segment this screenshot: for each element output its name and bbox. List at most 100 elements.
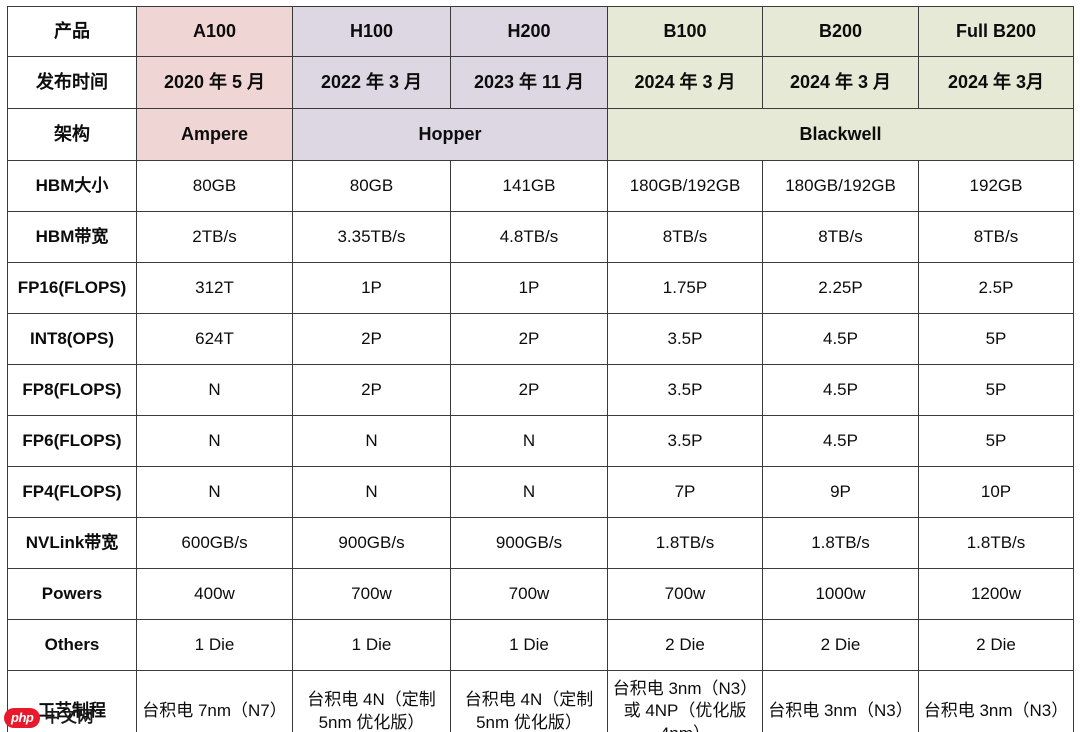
cell-process-h100: 台积电 4N（定制 5nm 优化版） [292,670,451,732]
cell-powers-h100: 700w [292,568,451,620]
cell-fp6-a100: N [136,415,293,467]
cell-fp6-h100: N [292,415,451,467]
cell-fp8-h100: 2P [292,364,451,416]
cell-product-b200: B200 [762,6,919,57]
cell-fp4-a100: N [136,466,293,518]
cell-fp16-full-b200: 2.5P [918,262,1074,314]
table-row-release-date: 发布时间 2020 年 5 月 2022 年 3 月 2023 年 11 月 2… [7,56,1074,109]
cell-nvlink-full-b200: 1.8TB/s [918,517,1074,569]
row-label-int8: INT8(OPS) [7,313,137,365]
cell-release-h100: 2022 年 3 月 [292,56,451,109]
cell-process-b100: 台积电 3nm（N3）或 4NP（优化版 4nm） [607,670,763,732]
cell-fp4-b200: 9P [762,466,919,518]
cell-fp16-h100: 1P [292,262,451,314]
cell-powers-h200: 700w [450,568,608,620]
cell-hbm-size-b100: 180GB/192GB [607,160,763,212]
cell-product-h200: H200 [450,6,608,57]
cell-others-a100: 1 Die [136,619,293,671]
cell-powers-b100: 700w [607,568,763,620]
table-row-process-node: 工艺制程 台积电 7nm（N7） 台积电 4N（定制 5nm 优化版） 台积电 … [7,670,1074,732]
cell-others-h100: 1 Die [292,619,451,671]
row-label-fp6: FP6(FLOPS) [7,415,137,467]
row-label-hbm-size: HBM大小 [7,160,137,212]
cell-arch-blackwell: Blackwell [607,108,1074,161]
cell-fp8-b100: 3.5P [607,364,763,416]
cell-int8-full-b200: 5P [918,313,1074,365]
cell-int8-b200: 4.5P [762,313,919,365]
row-label-others: Others [7,619,137,671]
cell-hbm-size-h100: 80GB [292,160,451,212]
table-row-fp8: FP8(FLOPS) N 2P 2P 3.5P 4.5P 5P [7,364,1074,416]
cell-nvlink-h200: 900GB/s [450,517,608,569]
cell-product-b100: B100 [607,6,763,57]
cell-powers-b200: 1000w [762,568,919,620]
cell-nvlink-b200: 1.8TB/s [762,517,919,569]
cell-hbm-bw-h100: 3.35TB/s [292,211,451,263]
row-label-product: 产品 [7,6,137,57]
cell-int8-h200: 2P [450,313,608,365]
table-row-fp16: FP16(FLOPS) 312T 1P 1P 1.75P 2.25P 2.5P [7,262,1074,314]
cell-fp16-b100: 1.75P [607,262,763,314]
table-row-fp6: FP6(FLOPS) N N N 3.5P 4.5P 5P [7,415,1074,467]
table-row-int8: INT8(OPS) 624T 2P 2P 3.5P 4.5P 5P [7,313,1074,365]
cell-release-h200: 2023 年 11 月 [450,56,608,109]
table-row-fp4: FP4(FLOPS) N N N 7P 9P 10P [7,466,1074,518]
cell-fp16-h200: 1P [450,262,608,314]
cell-hbm-size-full-b200: 192GB [918,160,1074,212]
cell-product-full-b200: Full B200 [918,6,1074,57]
cell-product-h100: H100 [292,6,451,57]
cell-fp4-b100: 7P [607,466,763,518]
cell-hbm-size-b200: 180GB/192GB [762,160,919,212]
row-label-fp4: FP4(FLOPS) [7,466,137,518]
cell-nvlink-a100: 600GB/s [136,517,293,569]
row-label-process-node: 工艺制程 [7,670,137,732]
cell-others-b200: 2 Die [762,619,919,671]
cell-process-h200: 台积电 4N（定制 5nm 优化版） [450,670,608,732]
cell-nvlink-h100: 900GB/s [292,517,451,569]
cell-process-a100: 台积电 7nm（N7） [136,670,293,732]
table-row-others: Others 1 Die 1 Die 1 Die 2 Die 2 Die 2 D… [7,619,1074,671]
row-label-release-date: 发布时间 [7,56,137,109]
cell-fp8-a100: N [136,364,293,416]
cell-int8-b100: 3.5P [607,313,763,365]
cell-release-a100: 2020 年 5 月 [136,56,293,109]
cell-fp6-b100: 3.5P [607,415,763,467]
cell-fp6-b200: 4.5P [762,415,919,467]
cell-arch-ampere: Ampere [136,108,293,161]
cell-hbm-bw-a100: 2TB/s [136,211,293,263]
row-label-fp8: FP8(FLOPS) [7,364,137,416]
cell-fp4-full-b200: 10P [918,466,1074,518]
cell-arch-hopper: Hopper [292,108,608,161]
cell-fp6-full-b200: 5P [918,415,1074,467]
cell-fp8-b200: 4.5P [762,364,919,416]
table-row-powers: Powers 400w 700w 700w 700w 1000w 1200w [7,568,1074,620]
cell-hbm-size-a100: 80GB [136,160,293,212]
gpu-spec-table: 产品 A100 H100 H200 B100 B200 Full B200 发布… [7,6,1074,732]
cell-hbm-bw-h200: 4.8TB/s [450,211,608,263]
table-row-hbm-size: HBM大小 80GB 80GB 141GB 180GB/192GB 180GB/… [7,160,1074,212]
cell-int8-a100: 624T [136,313,293,365]
cell-release-full-b200: 2024 年 3月 [918,56,1074,109]
cell-hbm-bw-b200: 8TB/s [762,211,919,263]
cell-others-h200: 1 Die [450,619,608,671]
row-label-nvlink: NVLink带宽 [7,517,137,569]
cell-hbm-bw-full-b200: 8TB/s [918,211,1074,263]
cell-fp6-h200: N [450,415,608,467]
cell-release-b100: 2024 年 3 月 [607,56,763,109]
cell-process-full-b200: 台积电 3nm（N3） [918,670,1074,732]
cell-fp16-b200: 2.25P [762,262,919,314]
cell-hbm-size-h200: 141GB [450,160,608,212]
cell-others-b100: 2 Die [607,619,763,671]
cell-fp4-h200: N [450,466,608,518]
cell-hbm-bw-b100: 8TB/s [607,211,763,263]
cell-fp8-h200: 2P [450,364,608,416]
cell-powers-full-b200: 1200w [918,568,1074,620]
cell-release-b200: 2024 年 3 月 [762,56,919,109]
cell-others-full-b200: 2 Die [918,619,1074,671]
cell-product-a100: A100 [136,6,293,57]
table-row-product: 产品 A100 H100 H200 B100 B200 Full B200 [7,6,1074,57]
cell-int8-h100: 2P [292,313,451,365]
cell-fp16-a100: 312T [136,262,293,314]
row-label-powers: Powers [7,568,137,620]
